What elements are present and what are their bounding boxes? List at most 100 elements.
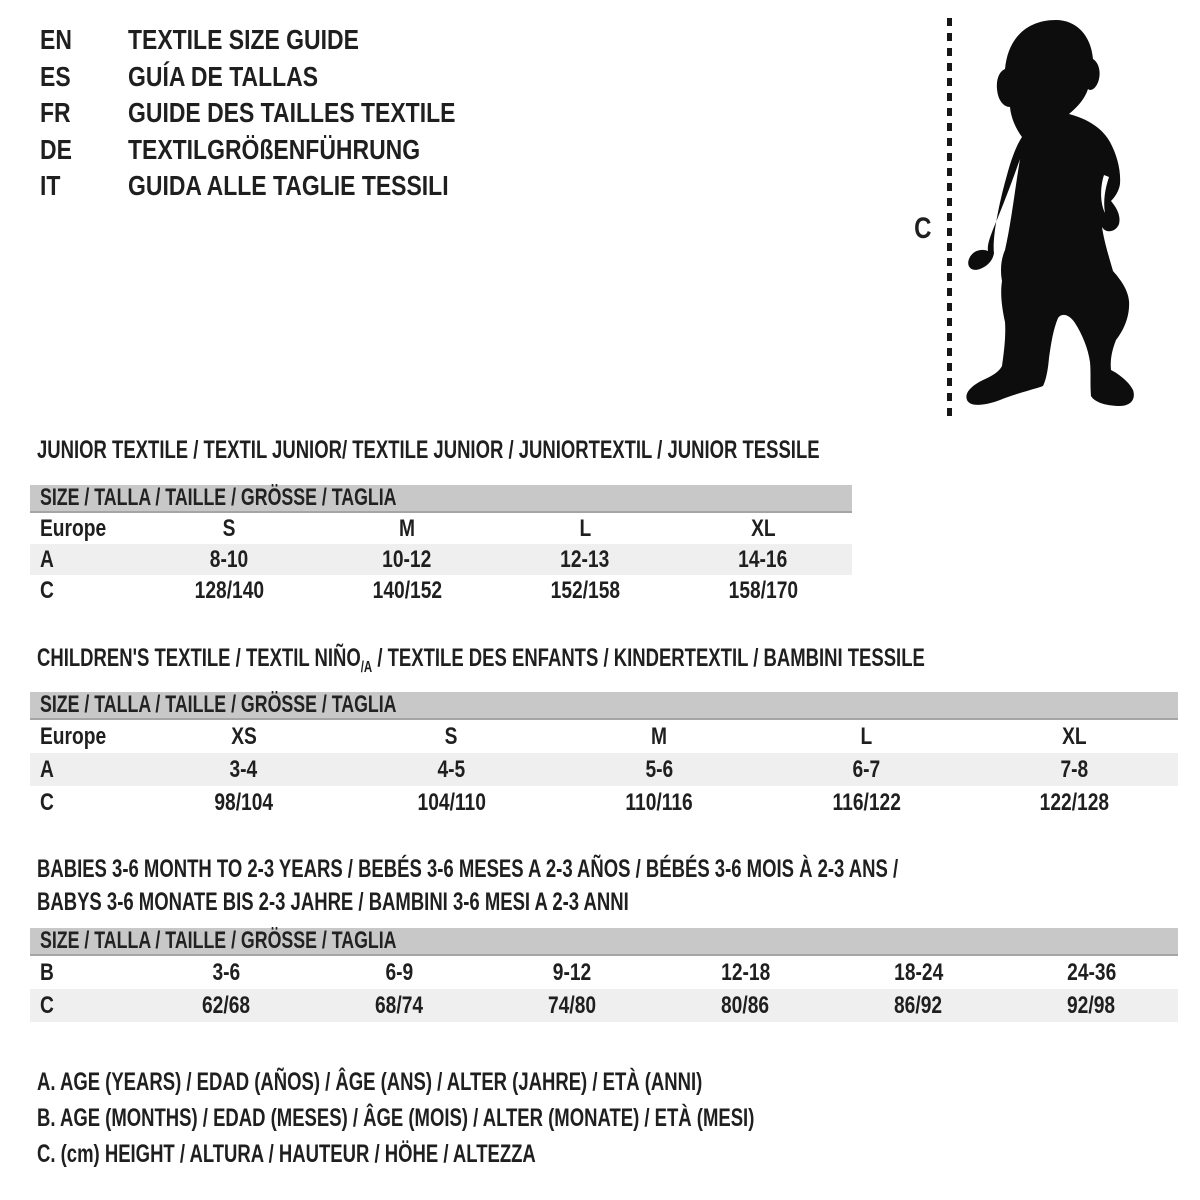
cell-text: 104/110 xyxy=(417,789,486,816)
cell-text: 68/74 xyxy=(375,992,424,1019)
cell: 12-13 xyxy=(496,544,674,575)
junior-size-header-bar: SIZE / TALLA / TAILLE / GRÖSSE / TAGLIA xyxy=(30,485,852,513)
cell-text: 8-10 xyxy=(209,546,249,573)
cell-text: 10-12 xyxy=(382,546,432,573)
legend-row-b-text: B. AGE (MONTHS) / EDAD (MESES) / ÂGE (MO… xyxy=(37,1104,755,1132)
cell: 5-6 xyxy=(555,753,763,786)
cell: 18-24 xyxy=(832,956,1005,989)
cell: 24-36 xyxy=(1005,956,1178,989)
language-label: TEXTILGRÖßENFÜHRUNG xyxy=(127,133,420,165)
cell-text: 14-16 xyxy=(738,546,788,573)
language-code: ES xyxy=(40,59,120,96)
cell-text: 86/92 xyxy=(894,992,943,1019)
cell: L xyxy=(496,513,674,544)
cell: S xyxy=(348,720,556,753)
legend: A. AGE (YEARS) / EDAD (AÑOS) / ÂGE (ANS)… xyxy=(37,1064,1006,1172)
cell: 10-12 xyxy=(318,544,496,575)
cell: 8-10 xyxy=(140,544,318,575)
title-subscript: /A xyxy=(360,659,373,676)
cell: 128/140 xyxy=(140,575,318,606)
cell: 12-18 xyxy=(659,956,832,989)
cell-text: 9-12 xyxy=(553,959,592,986)
babies-size-header-bar: SIZE / TALLA / TAILLE / GRÖSSE / TAGLIA xyxy=(30,928,1178,956)
cell: XL xyxy=(674,513,852,544)
language-row-en: EN TEXTILE SIZE GUIDE xyxy=(40,22,527,59)
title-post: / TEXTILE DES ENFANTS / KINDERTEXTIL / B… xyxy=(372,644,925,672)
row-label-text: A xyxy=(40,546,54,573)
children-row-europe: Europe XS S M L XL xyxy=(30,720,1178,753)
language-row-it: IT GUIDA ALLE TAGLIE TESSILI xyxy=(40,168,527,205)
language-row-fr: FR GUIDE DES TAILLES TEXTILE xyxy=(40,95,527,132)
cell-text: 92/98 xyxy=(1067,992,1116,1019)
language-list: EN TEXTILE SIZE GUIDE ES GUÍA DE TALLAS … xyxy=(40,22,527,205)
cell: 152/158 xyxy=(496,575,674,606)
cell: 3-6 xyxy=(140,956,313,989)
language-code: FR xyxy=(40,95,120,132)
legend-row-c-text: C. (cm) HEIGHT / ALTURA / HAUTEUR / HÖHE… xyxy=(37,1140,536,1168)
junior-row-height: C 128/140 140/152 152/158 158/170 xyxy=(30,575,852,606)
legend-row-c: C. (cm) HEIGHT / ALTURA / HAUTEUR / HÖHE… xyxy=(37,1136,1006,1172)
cell: 98/104 xyxy=(140,786,348,819)
junior-row-age: A 8-10 10-12 12-13 14-16 xyxy=(30,544,852,575)
babies-section-title: BABIES 3-6 MONTH TO 2-3 YEARS / BEBÉS 3-… xyxy=(30,853,1178,919)
cell: XL xyxy=(970,720,1178,753)
junior-size-header-text: SIZE / TALLA / TAILLE / GRÖSSE / TAGLIA xyxy=(40,484,397,511)
language-label: GUÍA DE TALLAS xyxy=(127,60,318,92)
cell: 104/110 xyxy=(348,786,556,819)
cell-text: 140/152 xyxy=(372,577,442,604)
cell-text: 158/170 xyxy=(728,577,798,604)
language-code-text: IT xyxy=(40,170,61,201)
cell-text: 12-18 xyxy=(720,959,771,986)
row-label: C xyxy=(30,786,140,819)
children-section-title: CHILDREN'S TEXTILE / TEXTIL NIÑO/A / TEX… xyxy=(30,645,1178,676)
language-code-text: EN xyxy=(40,24,72,55)
row-label: C xyxy=(30,575,140,606)
row-label: B xyxy=(30,956,140,989)
junior-section: JUNIOR TEXTILE / TEXTIL JUNIOR/ TEXTILE … xyxy=(30,437,852,606)
cell: 74/80 xyxy=(486,989,659,1022)
cell-text: 7-8 xyxy=(1060,756,1089,783)
children-size-header-bar: SIZE / TALLA / TAILLE / GRÖSSE / TAGLIA xyxy=(30,692,1178,720)
cell-text: 74/80 xyxy=(548,992,597,1019)
row-label-text: Europe xyxy=(40,723,107,750)
cell-text: 24-36 xyxy=(1066,959,1117,986)
cell-text: XL xyxy=(750,515,776,542)
cell: S xyxy=(140,513,318,544)
language-code-text: ES xyxy=(40,60,71,92)
language-code-text: FR xyxy=(40,97,71,128)
babies-row-months: B 3-6 6-9 9-12 12-18 18-24 24-36 xyxy=(30,956,1178,989)
cell: XS xyxy=(140,720,348,753)
babies-title-line2: BABYS 3-6 MONATE BIS 2-3 JAHRE / BAMBINI… xyxy=(30,886,1178,919)
cell: 92/98 xyxy=(1005,989,1178,1022)
cell-text: 128/140 xyxy=(194,577,264,604)
cell-text: S xyxy=(222,515,236,542)
row-label-text: C xyxy=(40,577,54,604)
language-label: TEXTILE SIZE GUIDE xyxy=(127,24,359,55)
language-code: IT xyxy=(40,168,120,205)
cell-text: XL xyxy=(1061,723,1087,750)
cell: 122/128 xyxy=(970,786,1178,819)
row-label: Europe xyxy=(30,720,140,753)
cell-text: L xyxy=(860,723,873,750)
row-label-text: C xyxy=(40,789,54,816)
cell-text: 98/104 xyxy=(214,789,274,816)
children-section-title-text: CHILDREN'S TEXTILE / TEXTIL NIÑO/A / TEX… xyxy=(37,645,925,681)
cell: 6-7 xyxy=(763,753,971,786)
cell-text: 4-5 xyxy=(437,756,466,783)
cell: L xyxy=(763,720,971,753)
cell-text: 110/116 xyxy=(625,789,693,816)
cell: 86/92 xyxy=(832,989,1005,1022)
children-row-height: C 98/104 104/110 110/116 116/122 122/128 xyxy=(30,786,1178,819)
cell-text: L xyxy=(579,515,591,542)
cell-text: 62/68 xyxy=(202,992,251,1019)
cell: M xyxy=(318,513,496,544)
language-label: GUIDE DES TAILLES TEXTILE xyxy=(127,97,456,128)
cell-text: 3-4 xyxy=(229,756,258,783)
cell-text: 122/128 xyxy=(1039,789,1109,816)
language-row-de: DE TEXTILGRÖßENFÜHRUNG xyxy=(40,132,527,169)
cell-text: 80/86 xyxy=(721,992,770,1019)
cell: M xyxy=(555,720,763,753)
cell: 110/116 xyxy=(555,786,763,819)
cell-text: M xyxy=(650,723,667,750)
